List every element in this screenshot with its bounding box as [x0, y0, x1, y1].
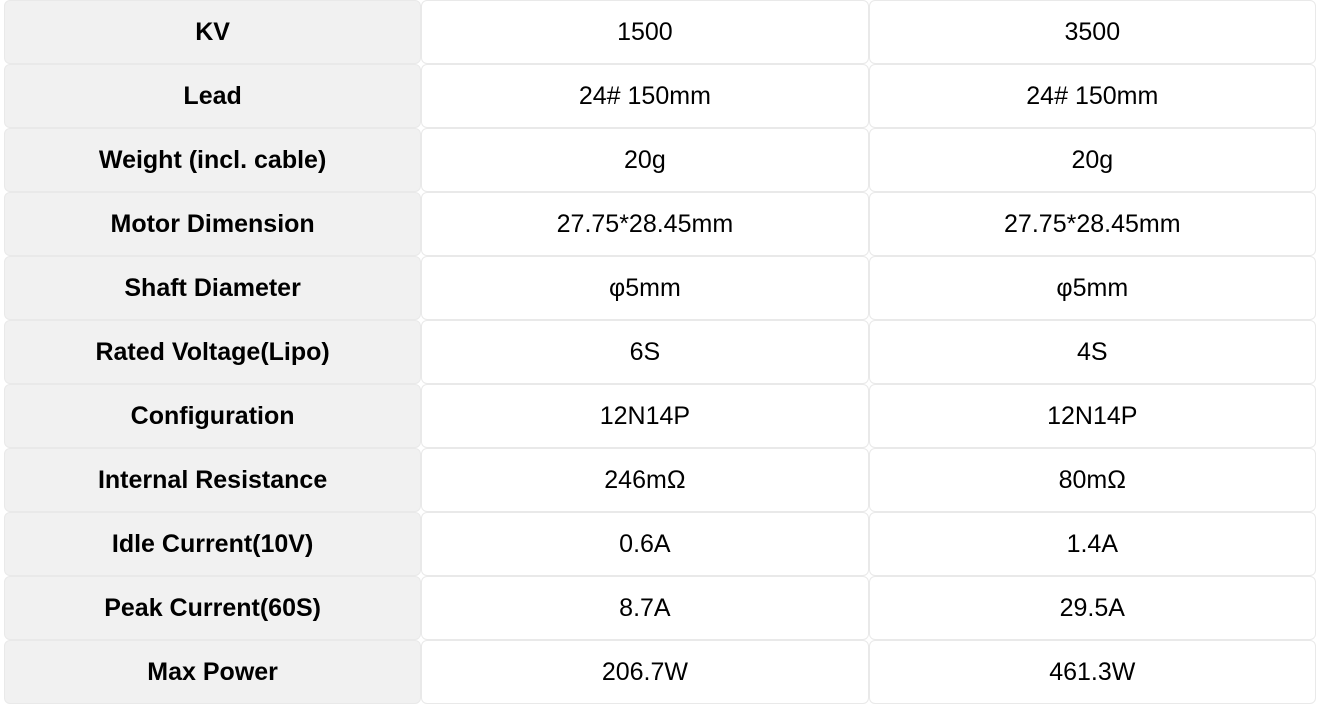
table-row: Motor Dimension 27.75*28.45mm 27.75*28.4… [4, 192, 1316, 256]
row-value: 12N14P [869, 384, 1316, 448]
row-value: 246mΩ [421, 448, 868, 512]
row-value: 461.3W [869, 640, 1316, 704]
row-value: 29.5A [869, 576, 1316, 640]
row-value: φ5mm [421, 256, 868, 320]
row-value: 4S [869, 320, 1316, 384]
row-value: 1.4A [869, 512, 1316, 576]
row-value: 12N14P [421, 384, 868, 448]
row-label: Rated Voltage(Lipo) [4, 320, 421, 384]
row-label: Peak Current(60S) [4, 576, 421, 640]
row-value: 24# 150mm [421, 64, 868, 128]
table-row: Weight (incl. cable) 20g 20g [4, 128, 1316, 192]
table-row: Configuration 12N14P 12N14P [4, 384, 1316, 448]
row-value: 6S [421, 320, 868, 384]
row-value: 3500 [869, 0, 1316, 64]
row-value: 20g [869, 128, 1316, 192]
table-row: Max Power 206.7W 461.3W [4, 640, 1316, 704]
row-label: KV [4, 0, 421, 64]
table-row: Lead 24# 150mm 24# 150mm [4, 64, 1316, 128]
row-label: Weight (incl. cable) [4, 128, 421, 192]
table-row: Peak Current(60S) 8.7A 29.5A [4, 576, 1316, 640]
row-value: 8.7A [421, 576, 868, 640]
table-row: KV 1500 3500 [4, 0, 1316, 64]
table-row: Shaft Diameter φ5mm φ5mm [4, 256, 1316, 320]
spec-table: KV 1500 3500 Lead 24# 150mm 24# 150mm We… [4, 0, 1316, 704]
spec-table-container: KV 1500 3500 Lead 24# 150mm 24# 150mm We… [0, 0, 1320, 704]
row-value: 1500 [421, 0, 868, 64]
table-row: Internal Resistance 246mΩ 80mΩ [4, 448, 1316, 512]
row-value: 20g [421, 128, 868, 192]
row-label: Shaft Diameter [4, 256, 421, 320]
row-label: Configuration [4, 384, 421, 448]
row-label: Internal Resistance [4, 448, 421, 512]
table-row: Rated Voltage(Lipo) 6S 4S [4, 320, 1316, 384]
row-value: 0.6A [421, 512, 868, 576]
row-value: 27.75*28.45mm [421, 192, 868, 256]
row-label: Motor Dimension [4, 192, 421, 256]
row-value: 206.7W [421, 640, 868, 704]
row-label: Lead [4, 64, 421, 128]
row-value: 24# 150mm [869, 64, 1316, 128]
row-value: 80mΩ [869, 448, 1316, 512]
row-value: φ5mm [869, 256, 1316, 320]
row-label: Idle Current(10V) [4, 512, 421, 576]
table-row: Idle Current(10V) 0.6A 1.4A [4, 512, 1316, 576]
row-value: 27.75*28.45mm [869, 192, 1316, 256]
row-label: Max Power [4, 640, 421, 704]
